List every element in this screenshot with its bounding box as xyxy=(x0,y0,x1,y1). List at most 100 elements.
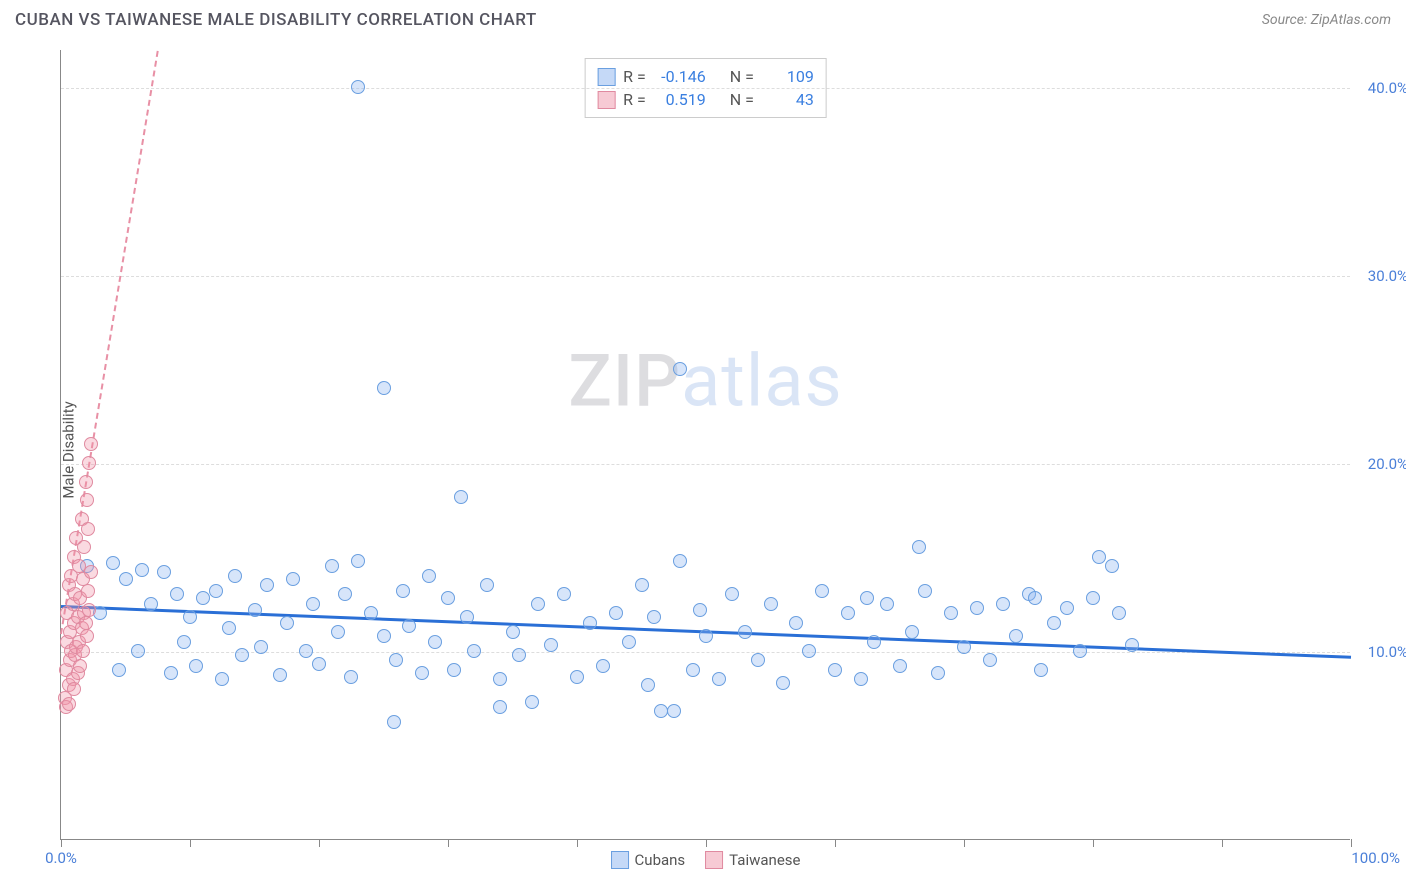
y-tick-label: 20.0% xyxy=(1368,455,1406,473)
point-cubans xyxy=(325,559,339,573)
point-taiwanese xyxy=(62,697,76,711)
point-cubans xyxy=(280,616,294,630)
point-cubans xyxy=(286,572,300,586)
series-legend: Cubans Taiwanese xyxy=(611,851,801,869)
point-cubans xyxy=(738,625,752,639)
point-cubans xyxy=(1009,629,1023,643)
point-cubans xyxy=(480,578,494,592)
r-label: R = xyxy=(623,67,646,86)
point-taiwanese xyxy=(84,565,98,579)
point-cubans xyxy=(525,695,539,709)
point-cubans xyxy=(531,597,545,611)
legend-row-taiwanese: R = 0.519 N = 43 xyxy=(597,88,814,111)
point-cubans xyxy=(912,540,926,554)
point-cubans xyxy=(570,670,584,684)
point-cubans xyxy=(119,572,133,586)
point-cubans xyxy=(654,704,668,718)
point-cubans xyxy=(183,610,197,624)
x-tick-label-left: 0.0% xyxy=(45,849,77,867)
swatch-pink-icon xyxy=(705,851,723,869)
point-cubans xyxy=(222,621,236,635)
point-cubans xyxy=(254,640,268,654)
point-cubans xyxy=(344,670,358,684)
point-cubans xyxy=(970,601,984,615)
point-cubans xyxy=(377,381,391,395)
gridline-h xyxy=(61,276,1350,277)
x-tick xyxy=(190,839,191,847)
point-cubans xyxy=(196,591,210,605)
r-value-taiwanese: 0.519 xyxy=(654,90,706,109)
point-cubans xyxy=(996,597,1010,611)
point-cubans xyxy=(387,715,401,729)
point-cubans xyxy=(389,653,403,667)
point-cubans xyxy=(177,635,191,649)
point-cubans xyxy=(377,629,391,643)
point-cubans xyxy=(983,653,997,667)
point-cubans xyxy=(415,666,429,680)
x-tick xyxy=(1351,839,1352,847)
point-cubans xyxy=(667,704,681,718)
legend-label-taiwanese: Taiwanese xyxy=(729,851,800,869)
point-cubans xyxy=(235,648,249,662)
point-taiwanese xyxy=(80,629,94,643)
point-cubans xyxy=(931,666,945,680)
point-cubans xyxy=(441,591,455,605)
point-cubans xyxy=(957,640,971,654)
point-taiwanese xyxy=(81,522,95,536)
point-cubans xyxy=(215,672,229,686)
point-cubans xyxy=(157,565,171,579)
trendline-taiwanese xyxy=(60,51,159,634)
point-cubans xyxy=(396,584,410,598)
chart-source: Source: ZipAtlas.com xyxy=(1262,12,1391,28)
n-label: N = xyxy=(730,90,754,109)
n-label: N = xyxy=(730,67,754,86)
point-cubans xyxy=(1105,559,1119,573)
point-cubans xyxy=(828,663,842,677)
watermark-zip: ZIP xyxy=(568,339,681,424)
point-cubans xyxy=(447,663,461,677)
point-cubans xyxy=(131,644,145,658)
point-cubans xyxy=(248,603,262,617)
point-cubans xyxy=(428,635,442,649)
legend-item-cubans: Cubans xyxy=(611,851,686,869)
point-cubans xyxy=(693,603,707,617)
point-cubans xyxy=(1047,616,1061,630)
point-cubans xyxy=(635,578,649,592)
point-cubans xyxy=(583,616,597,630)
point-cubans xyxy=(209,584,223,598)
point-cubans xyxy=(596,659,610,673)
point-taiwanese xyxy=(77,540,91,554)
point-cubans xyxy=(802,644,816,658)
point-cubans xyxy=(867,635,881,649)
point-cubans xyxy=(493,700,507,714)
point-cubans xyxy=(1092,550,1106,564)
point-cubans xyxy=(1028,591,1042,605)
point-cubans xyxy=(331,625,345,639)
point-cubans xyxy=(1034,663,1048,677)
point-cubans xyxy=(776,676,790,690)
legend-label-cubans: Cubans xyxy=(635,851,686,869)
r-label: R = xyxy=(623,90,646,109)
point-cubans xyxy=(306,597,320,611)
point-cubans xyxy=(751,653,765,667)
gridline-h xyxy=(61,88,1350,89)
point-cubans xyxy=(557,587,571,601)
point-cubans xyxy=(699,629,713,643)
point-cubans xyxy=(944,606,958,620)
point-taiwanese xyxy=(82,456,96,470)
r-value-cubans: -0.146 xyxy=(654,67,706,86)
point-cubans xyxy=(686,663,700,677)
point-cubans xyxy=(512,648,526,662)
point-cubans xyxy=(273,668,287,682)
x-tick xyxy=(577,839,578,847)
point-cubans xyxy=(647,610,661,624)
source-name: ZipAtlas.com xyxy=(1311,12,1391,28)
point-cubans xyxy=(641,678,655,692)
source-prefix: Source: xyxy=(1262,12,1307,28)
point-cubans xyxy=(609,606,623,620)
point-cubans xyxy=(422,569,436,583)
x-tick xyxy=(319,839,320,847)
point-cubans xyxy=(764,597,778,611)
x-tick xyxy=(448,839,449,847)
point-cubans xyxy=(789,616,803,630)
